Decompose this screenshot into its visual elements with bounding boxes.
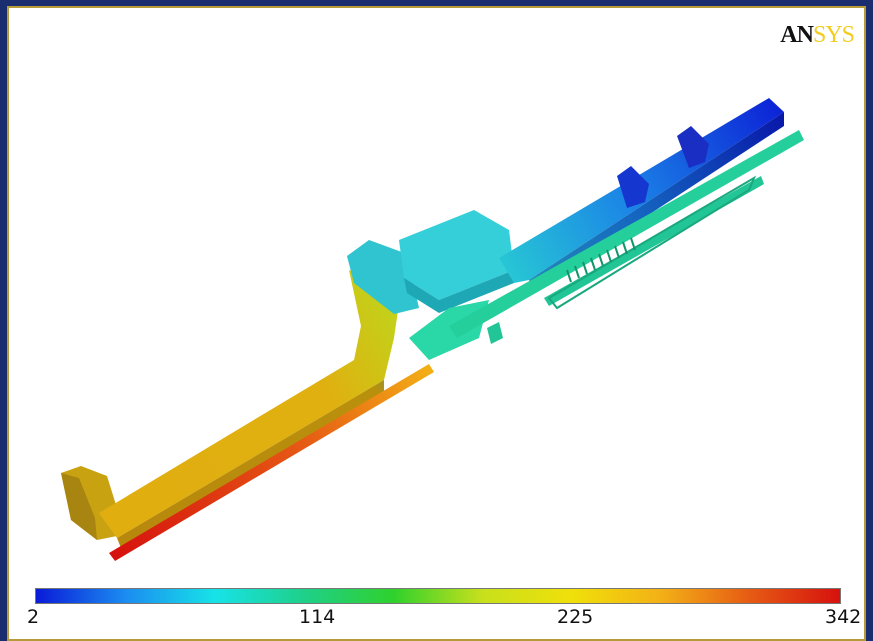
scale-min-label: 2 xyxy=(27,606,40,628)
spring xyxy=(566,237,636,283)
scale-tick-label: 114 xyxy=(299,606,336,628)
main-arm xyxy=(99,270,401,538)
render-canvas[interactable]: ANSYS 2 114 225 342 xyxy=(7,6,866,641)
drive-rod xyxy=(109,364,434,561)
model-rendering xyxy=(61,98,804,561)
scale-max-label: 342 xyxy=(825,606,862,628)
linkage xyxy=(409,300,489,360)
scale-tick-label: 225 xyxy=(557,606,594,628)
ansys-logo: ANSYS xyxy=(780,22,855,48)
pivot-block xyxy=(347,240,419,314)
color-scale-bar xyxy=(35,588,841,604)
